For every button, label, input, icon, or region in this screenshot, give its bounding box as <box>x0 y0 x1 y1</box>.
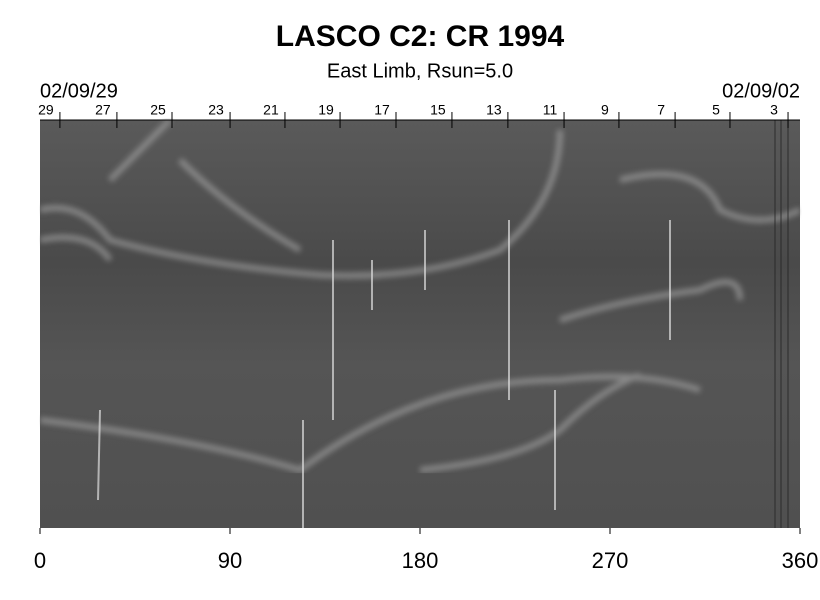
top-tick-label: 17 <box>374 102 390 118</box>
top-tick-label: 29 <box>38 102 54 118</box>
top-tick-label: 27 <box>95 102 111 118</box>
top-tick-label: 15 <box>430 102 446 118</box>
map-flashes <box>97 220 671 528</box>
top-tick-label: 7 <box>657 102 665 118</box>
top-tick-label: 19 <box>318 102 334 118</box>
top-tick-label: 11 <box>543 102 558 118</box>
x-tick-label: 90 <box>218 548 242 573</box>
x-tick-label: 270 <box>592 548 629 573</box>
top-tick-label: 21 <box>263 102 279 118</box>
x-tick-label: 180 <box>402 548 439 573</box>
map-background <box>40 120 800 528</box>
top-tick-label: 25 <box>150 102 166 118</box>
start-date: 02/09/29 <box>40 80 118 102</box>
map-streaks <box>40 120 800 470</box>
top-tick-label: 5 <box>712 102 720 118</box>
x-tick-label: 0 <box>34 548 46 573</box>
top-tick-label: 13 <box>486 102 502 118</box>
top-tick-label: 23 <box>208 102 224 118</box>
synoptic-map <box>40 120 800 528</box>
x-tick-label: 360 <box>782 548 819 573</box>
top-tick-label: 3 <box>770 102 778 118</box>
chart-title: LASCO C2: CR 1994 <box>276 20 565 53</box>
chart-subtitle: East Limb, Rsun=5.0 <box>327 60 513 82</box>
end-date: 02/09/02 <box>722 80 800 102</box>
top-tick-label: 9 <box>601 102 609 118</box>
map-gaps <box>774 120 789 528</box>
